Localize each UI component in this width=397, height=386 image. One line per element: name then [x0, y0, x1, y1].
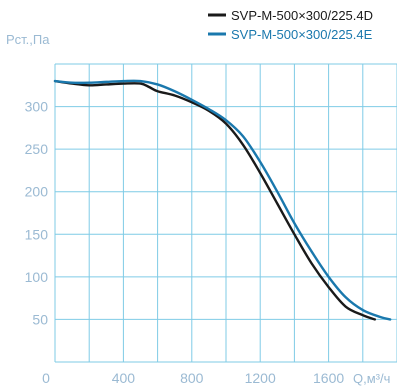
legend: SVP-M-500×300/225.4D SVP-M-500×300/225.4E — [208, 8, 373, 42]
x-axis-label: Q,м³/ч — [353, 371, 390, 386]
y-tick-label: 150 — [25, 226, 49, 242]
series-line-2 — [53, 79, 392, 321]
y-tick-label: 250 — [25, 141, 49, 157]
y-axis-label: Pст.,Па — [6, 32, 50, 47]
x-tick-label: 0 — [42, 370, 50, 386]
y-tick-label: 50 — [32, 311, 48, 327]
series-line-1 — [53, 79, 376, 321]
series-lines — [53, 79, 392, 321]
legend-label-1: SVP-M-500×300/225.4D — [231, 8, 373, 23]
y-tick-label: 200 — [25, 184, 49, 200]
y-tick-label: 300 — [25, 99, 49, 115]
x-tick-label: 400 — [112, 370, 136, 386]
legend-label-2: SVP-M-500×300/225.4E — [231, 27, 373, 42]
y-tick-label: 100 — [25, 269, 49, 285]
x-tick-label: 1600 — [313, 370, 344, 386]
grid — [54, 63, 397, 363]
x-tick-label: 800 — [180, 370, 204, 386]
x-tick-label: 1200 — [245, 370, 276, 386]
tick-labels: 50 100 150 200 250 300 0 400 800 1200 1600 — [25, 99, 345, 386]
